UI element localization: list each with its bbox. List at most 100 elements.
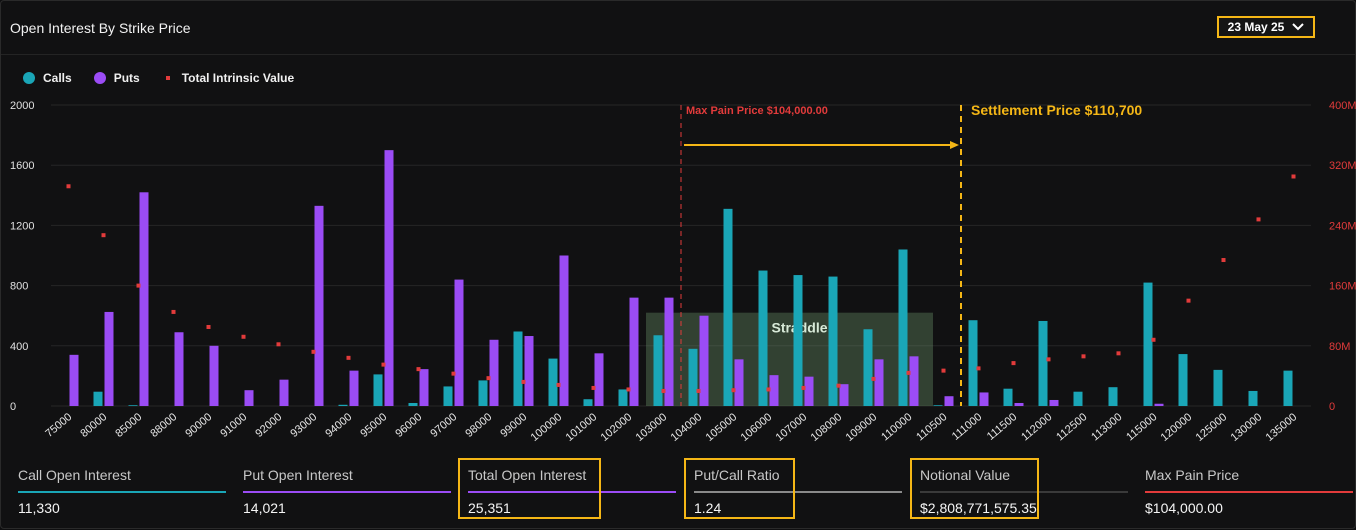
intrinsic-point (766, 387, 771, 392)
x-tick-label: 88000 (148, 411, 179, 440)
call-bar (1108, 387, 1118, 406)
put-bar (139, 192, 149, 406)
x-tick-label: 108000 (809, 411, 845, 444)
x-tick-label: 85000 (113, 411, 144, 440)
expiry-date-select[interactable]: 23 May 25 (1217, 16, 1315, 38)
call-bar (443, 386, 453, 406)
intrinsic-point (731, 388, 736, 393)
legend-puts-label: Puts (113, 71, 140, 85)
call-bar (478, 380, 488, 406)
stat-label: Total Open Interest (468, 467, 587, 483)
stat-label: Notional Value (920, 467, 1011, 483)
put-bar (734, 359, 744, 406)
stat-underline (243, 491, 451, 493)
call-bar (583, 399, 593, 406)
arrow-right-icon (950, 141, 959, 149)
call-bar (898, 249, 908, 406)
x-tick-label: 94000 (323, 411, 354, 440)
stat-underline (694, 491, 902, 493)
legend-calls[interactable]: Calls (23, 71, 72, 85)
call-bar (793, 275, 803, 406)
intrinsic-point (871, 376, 876, 381)
chevron-down-icon (1292, 23, 1305, 31)
x-tick-label: 102000 (599, 411, 635, 444)
x-tick-label: 112500 (1054, 411, 1089, 443)
intrinsic-point (521, 379, 526, 384)
put-bar (104, 311, 114, 406)
call-bar (618, 389, 628, 406)
stat-value: $2,808,771,575.35 (920, 500, 1037, 516)
intrinsic-point (66, 184, 71, 189)
x-tick-label: 99000 (498, 411, 529, 440)
x-tick-label: 80000 (78, 411, 109, 440)
stat-underline (18, 491, 226, 493)
put-bar (244, 390, 254, 406)
call-bar (548, 358, 558, 406)
y2-tick-label: 0 (1329, 401, 1335, 413)
x-tick-label: 90000 (183, 411, 214, 440)
put-bar (314, 205, 324, 406)
x-tick-label: 130000 (1229, 411, 1265, 444)
put-bar (384, 150, 394, 406)
stat-value: $104,000.00 (1145, 500, 1223, 516)
put-bar (454, 279, 464, 406)
put-bar (909, 356, 919, 406)
intrinsic-point (661, 388, 666, 393)
put-bar (944, 396, 954, 406)
put-bar (664, 297, 674, 406)
highlight-put-call-ratio (684, 458, 795, 519)
intrinsic-point (171, 309, 176, 314)
x-tick-label: 97000 (428, 411, 459, 440)
intrinsic-point (381, 362, 386, 367)
x-tick-label: 98000 (463, 411, 494, 440)
put-bar (979, 392, 989, 406)
call-bar (128, 405, 138, 406)
y2-tick-label: 240M (1329, 220, 1356, 232)
call-bar (1003, 388, 1013, 406)
x-tick-label: 75000 (43, 411, 74, 440)
calls-swatch-icon (23, 72, 35, 84)
x-tick-label: 111500 (985, 411, 1020, 443)
put-bar (69, 354, 79, 406)
x-tick-label: 101000 (564, 411, 600, 444)
intrinsic-point (101, 233, 106, 238)
put-bar (349, 370, 359, 406)
call-bar (1038, 320, 1048, 406)
put-bar (524, 336, 534, 406)
stat-value: 1.24 (694, 500, 722, 516)
legend-intrinsic[interactable]: Total Intrinsic Value (162, 71, 294, 85)
stat-label: Max Pain Price (1145, 467, 1240, 483)
call-bar (758, 270, 768, 406)
put-bar (874, 359, 884, 406)
x-tick-label: 135000 (1264, 411, 1300, 444)
intrinsic-point (1186, 298, 1191, 303)
intrinsic-point (1011, 361, 1016, 366)
put-bar (594, 353, 604, 406)
legend-puts[interactable]: Puts (93, 71, 140, 85)
call-bar (828, 276, 838, 406)
intrinsic-point (696, 388, 701, 393)
stat-underline (1145, 491, 1353, 493)
call-bar (968, 320, 978, 406)
intrinsic-point (556, 382, 561, 387)
call-bar (933, 405, 943, 406)
y-tick-label: 2000 (10, 100, 34, 112)
intrinsic-point (451, 371, 456, 376)
call-bar (723, 208, 733, 406)
put-bar (839, 384, 849, 406)
stat-value: 11,330 (18, 500, 60, 516)
y2-tick-label: 400M (1329, 100, 1356, 112)
page-title: Open Interest By Strike Price (10, 20, 191, 36)
call-bar (408, 402, 418, 406)
intrinsic-point (801, 385, 806, 390)
call-bar (1248, 390, 1258, 406)
x-tick-label: 110000 (879, 411, 914, 443)
settlement-label: Settlement Price $110,700 (971, 102, 1142, 118)
call-bar (373, 374, 383, 406)
call-bar (93, 391, 103, 406)
intrinsic-point (1151, 337, 1156, 342)
intrinsic-point (1291, 174, 1296, 179)
oi-bar-chart: 0 400 800 1200 1600 2000 0 80M 160M 240M 320M 400M S… (10, 100, 1356, 444)
put-bar (1049, 399, 1059, 406)
